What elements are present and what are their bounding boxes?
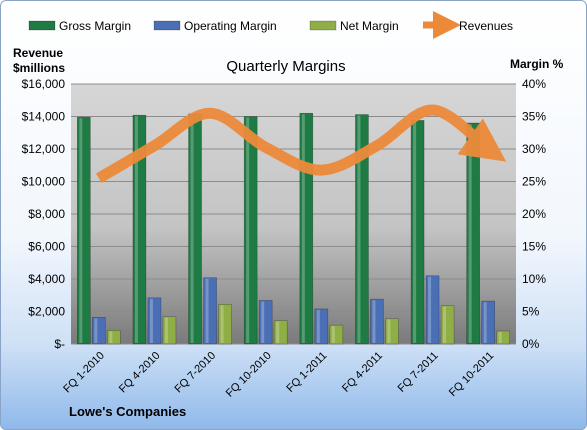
left-tick-label: $8,000 [28, 207, 65, 221]
category-label: FQ 7-2010 [173, 350, 219, 396]
category-label: FQ 4-2010 [117, 350, 163, 396]
right-axis-label: Margin % [510, 57, 564, 71]
legend-swatch [309, 20, 337, 31]
gross-margin-bar [299, 112, 314, 345]
gross-margin-bar [355, 114, 369, 345]
bar-highlight [261, 301, 265, 343]
right-tick-label: 5% [522, 305, 540, 319]
chart-title: Quarterly Margins [226, 58, 345, 75]
legend-label: Gross Margin [59, 19, 131, 33]
net-margin-bar [385, 318, 399, 345]
legend: Gross Margin Operating Margin Net Margin Re… [28, 11, 513, 39]
operating-margin-bar [203, 277, 217, 345]
legend-label: Operating Margin [184, 19, 277, 33]
left-tick-label: $16,000 [22, 77, 66, 91]
bar-highlight [331, 326, 335, 343]
gross-margin-bar [77, 116, 91, 345]
company-name: Lowe's Companies [69, 404, 186, 419]
right-tick-label: 0% [522, 337, 540, 351]
net-margin-bar [107, 330, 121, 345]
operating-margin-bar [314, 308, 329, 345]
left-tick-label: $12,000 [22, 142, 66, 156]
net-margin-bar [273, 320, 288, 345]
operating-margin-bar [92, 317, 106, 345]
left-tick-label: $4,000 [28, 272, 65, 286]
right-tick-label: 20% [522, 207, 546, 221]
gross-margin-bar [466, 122, 480, 345]
bar-highlight [443, 306, 447, 343]
bar-highlight [372, 300, 376, 343]
operating-margin-bar [425, 275, 440, 345]
left-tick-label: $14,000 [22, 110, 66, 124]
operating-margin-bar [258, 300, 273, 345]
net-margin-bar [440, 305, 455, 345]
left-axis-label-line2: $millions [13, 61, 65, 75]
bars [77, 112, 510, 345]
bar-highlight [205, 278, 209, 343]
bar-highlight [220, 305, 224, 343]
category-label: FQ 1-2010 [61, 350, 107, 396]
gross-margin-bar [410, 120, 425, 345]
right-tick-label: 15% [522, 240, 546, 254]
category-label: FQ 4-2011 [340, 350, 385, 395]
category-label: FQ 1-2011 [284, 350, 329, 395]
category-label: FQ 7-2011 [396, 350, 441, 395]
bar-highlight [413, 121, 417, 344]
right-tick-label: 35% [522, 110, 546, 124]
left-tick-label: $6,000 [28, 240, 65, 254]
bar-highlight [316, 309, 320, 343]
gross-margin-bar [243, 116, 258, 345]
right-tick-label: 25% [522, 175, 546, 189]
operating-margin-bar [481, 300, 495, 345]
bar-highlight [301, 114, 305, 343]
category-label: FQ 10-2010 [224, 350, 274, 400]
operating-margin-bar [370, 298, 384, 345]
gross-margin-bar [132, 114, 147, 345]
category-labels: FQ 1-2010 FQ 4-2010 FQ 7-2010 FQ 10-2010 FQ … [61, 350, 496, 400]
gross-margin-bar [188, 113, 202, 345]
category-label: FQ 10-2011 [447, 350, 496, 399]
left-tick-label: $2,000 [28, 305, 65, 319]
bar-highlight [79, 118, 83, 344]
bar-highlight [134, 116, 138, 343]
bar-highlight [498, 332, 502, 343]
bar-highlight [109, 331, 113, 343]
bar-highlight [483, 302, 487, 343]
net-margin-bar [162, 316, 177, 345]
right-tick-label: 10% [522, 272, 546, 286]
bar-highlight [428, 276, 432, 343]
left-tick-label: $10,000 [22, 175, 66, 189]
revenue-line-group [96, 104, 507, 183]
legend-swatch [28, 20, 56, 31]
bar-highlight [468, 124, 472, 343]
bar-highlight [164, 317, 168, 343]
net-margin-bar [218, 304, 232, 345]
bar-highlight [357, 115, 361, 343]
right-tick-label: 30% [522, 142, 546, 156]
bar-highlight [387, 319, 391, 343]
bar-highlight [246, 117, 250, 343]
net-margin-bar [329, 324, 344, 345]
left-axis-label-line1: Revenue [13, 46, 63, 60]
right-tick-label: 40% [522, 77, 546, 91]
legend-label: Net Margin [340, 19, 399, 33]
bar-highlight [276, 321, 280, 343]
bar-highlight [190, 114, 194, 344]
right-axis-ticks: 0% 5% 10% 15% 20% 25% 30% 35% 40% [522, 77, 546, 351]
bar-highlight [149, 298, 153, 343]
legend-swatch [153, 20, 181, 31]
net-margin-bar [496, 330, 510, 345]
operating-margin-bar [147, 297, 162, 345]
legend-label: Revenues [459, 19, 513, 33]
bar-highlight [94, 318, 98, 343]
left-tick-label: $- [54, 337, 65, 351]
left-axis-ticks: $- $2,000 $4,000 $6,000 $8,000 $10,000 $12,000… [22, 77, 66, 351]
revenues-line [96, 104, 507, 183]
